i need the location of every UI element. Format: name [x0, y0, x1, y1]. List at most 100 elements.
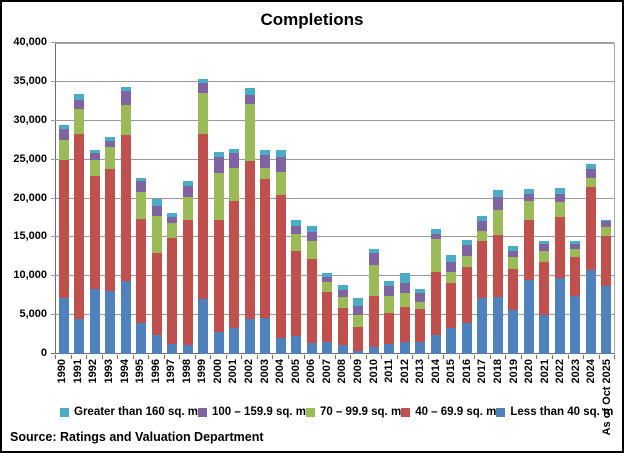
- x-label-slot: 2003: [257, 359, 273, 435]
- bar-slot: [149, 44, 165, 354]
- bar-segment: [136, 181, 147, 192]
- bar-slot: [165, 44, 181, 354]
- bar-1994: [120, 44, 131, 354]
- x-axis-label: 2010: [367, 359, 380, 384]
- bar-slot: [72, 44, 88, 354]
- bar-segment: [353, 326, 364, 351]
- x-axis-tick: [55, 355, 72, 359]
- x-axis-label: 2018: [492, 359, 505, 384]
- bar-segment: [275, 157, 286, 173]
- bar-slot: [227, 44, 243, 354]
- bar-segment: [89, 159, 100, 176]
- x-axis-tick: [180, 355, 196, 359]
- legend: Greater than 160 sq. m 100 – 159.9 sq. m 7…: [60, 404, 613, 420]
- bar-segment: [399, 293, 410, 307]
- bar-segment: [89, 149, 100, 154]
- bar-segment: [585, 270, 596, 354]
- x-axis-tick: [398, 355, 414, 359]
- x-label-slot: 2008: [335, 359, 351, 435]
- bar-segment: [415, 301, 426, 309]
- bar-segment: [322, 277, 333, 282]
- y-axis-tick-label: 5,000: [19, 308, 47, 321]
- bar-segment: [399, 341, 410, 354]
- x-axis-tick: [351, 355, 367, 359]
- x-axis-tick: [429, 355, 445, 359]
- x-label-slot: 1999: [195, 359, 211, 435]
- gridline: [51, 236, 614, 238]
- bar-2001: [229, 44, 240, 354]
- bar-segment: [353, 298, 364, 306]
- bar-segment: [353, 305, 364, 316]
- x-label-slot: 2002: [242, 359, 258, 435]
- bar-segment: [58, 129, 69, 141]
- bar-slot: [242, 44, 258, 354]
- x-label-slot: 2010: [366, 359, 382, 435]
- bar-segment: [353, 350, 364, 354]
- x-axis-label: 2001: [227, 359, 240, 384]
- x-axis-tick: [460, 355, 476, 359]
- bar-slot: [87, 44, 103, 354]
- x-label-slot: 1990: [55, 359, 71, 435]
- bar-segment: [508, 309, 519, 354]
- gridline: [51, 275, 614, 277]
- bar-segment: [213, 332, 224, 354]
- x-axis-tick: [196, 355, 212, 359]
- x-label-slot: 2009: [351, 359, 367, 435]
- bar-segment: [461, 266, 472, 323]
- x-axis-tick: [553, 355, 569, 359]
- bar-segment: [368, 252, 379, 265]
- bar-segment: [337, 289, 348, 298]
- x-axis-label: As of Oct 2025: [600, 359, 613, 436]
- x-axis-label: 1995: [134, 359, 147, 384]
- x-axis-label: 2021: [538, 359, 551, 384]
- bar-1993: [105, 44, 116, 354]
- bar-1995: [136, 44, 147, 354]
- bar-segment: [461, 239, 472, 246]
- bar-segment: [430, 228, 441, 234]
- bar-slot: [537, 44, 553, 354]
- x-axis-tick: [134, 355, 150, 359]
- x-axis-tick: [491, 355, 507, 359]
- bar-slot: [599, 44, 615, 354]
- bar-slot: [273, 44, 289, 354]
- x-axis-tick: [569, 355, 585, 359]
- bar-segment: [430, 272, 441, 336]
- x-label-slot: 2024: [584, 359, 600, 435]
- bar-segment: [182, 196, 193, 221]
- x-axis-tick: [506, 355, 522, 359]
- bar-segment: [198, 83, 209, 93]
- bar-segment: [198, 298, 209, 354]
- bar-segment: [570, 295, 581, 354]
- bar-segment: [523, 280, 534, 354]
- x-axis-tick: [475, 355, 491, 359]
- bar-2023: [570, 44, 581, 354]
- bar-1991: [74, 44, 85, 354]
- y-axis: 0 5,000 10,000 15,000 20,000 25,000 30,000 35,0…: [2, 2, 49, 451]
- x-axis-tick: [258, 355, 274, 359]
- source-note: Source: Ratings and Valuation Department: [10, 430, 264, 444]
- x-label-slot: 2015: [444, 359, 460, 435]
- legend-swatch-icon: [198, 407, 207, 417]
- legend-label: 40 – 69.9 sq. m: [415, 406, 497, 418]
- x-label-slot: 1991: [71, 359, 87, 435]
- y-axis-tick-label: 0: [40, 347, 47, 359]
- legend-item: Greater than 160 sq. m: [60, 406, 198, 418]
- y-axis-tick-label: 40,000: [13, 36, 47, 48]
- bar-segment: [446, 327, 457, 354]
- x-axis-tick: [413, 355, 429, 359]
- bar-2010: [368, 44, 379, 354]
- bar-slot: [568, 44, 584, 354]
- bar-2003: [260, 44, 271, 354]
- bar-segment: [554, 217, 565, 278]
- x-axis-label: 2014: [429, 359, 442, 384]
- bar-segment: [337, 344, 348, 354]
- bar-segment: [74, 93, 85, 100]
- x-label-slot: 1992: [86, 359, 102, 435]
- bar-segment: [120, 134, 131, 281]
- bar-segment: [539, 241, 550, 245]
- bar-segment: [415, 308, 426, 342]
- bar-segment: [322, 291, 333, 343]
- bar-segment: [229, 168, 240, 201]
- gridline: [51, 119, 614, 121]
- bar-slot: [413, 44, 429, 354]
